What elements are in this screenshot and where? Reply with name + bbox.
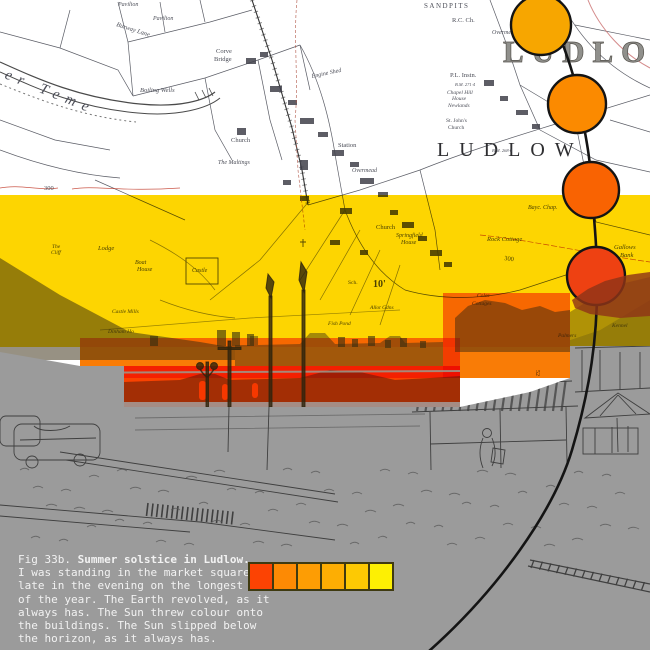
building-silhouettes [0, 258, 650, 408]
legend-swatch-2 [272, 562, 298, 591]
horizon-hill-silhouette [572, 272, 650, 318]
sun-position-3 [561, 160, 621, 220]
map-label: Newlands [447, 103, 470, 109]
caption-title: Summer solstice in Ludlow. [77, 553, 250, 566]
caption-line: of the year. The Earth revolved, as it [18, 592, 270, 606]
map-label: St. John's [446, 118, 467, 124]
caption-line: late in the evening on the longest day [18, 579, 270, 593]
caption-lines: I was standing in the market square, late… [18, 566, 270, 646]
map-label: Station [338, 142, 357, 149]
map-label: B.M. 268·0 [492, 148, 513, 153]
map-label: 300 [44, 185, 54, 192]
map-label: R.C. Ch. [452, 17, 475, 24]
legend-swatch-6 [368, 562, 394, 591]
railway [249, 0, 311, 206]
map-label: P.L. Instn. [450, 72, 477, 79]
map-label: Overmead [352, 168, 378, 174]
sun-position-1 [509, 0, 573, 57]
caption-line: I was standing in the market square, [18, 566, 257, 580]
sun-position-2 [546, 73, 608, 135]
map-label: Pavilion [117, 2, 138, 8]
caption-line: always has. The Sun threw colour onto [18, 605, 264, 619]
map-label: SANDPITS [424, 2, 469, 10]
map-title-ludlow-spaced: LUDLOW [437, 139, 584, 161]
map-label: Church [231, 137, 251, 144]
map-label: Chapel Hill [447, 90, 473, 96]
map-label: Pavilion [152, 16, 173, 22]
map-label: Bridge [214, 56, 232, 63]
caption-block: Fig 33b. Summer solstice in Ludlow. I wa… [18, 553, 270, 646]
colour-legend [248, 562, 394, 591]
map-label: B.M. 271·4 [455, 82, 476, 87]
legend-swatch-5 [344, 562, 370, 591]
caption-line-1: Fig 33b. Summer solstice in Ludlow. [18, 553, 253, 566]
caption-line: the horizon, as it always has. [18, 632, 217, 646]
caption-fig-label: Fig 33b. [18, 553, 71, 566]
legend-swatch-3 [296, 562, 322, 591]
map-label: Overmead [492, 30, 518, 36]
river-teme [0, 61, 221, 123]
map-label: House [451, 96, 467, 102]
legend-swatch-4 [320, 562, 346, 591]
map-label: The Maltings [218, 160, 250, 166]
sketch-background [0, 346, 650, 650]
legend-swatch-1 [248, 562, 274, 591]
map-label: Boiling Wells [140, 87, 175, 94]
figure-silhouettes [199, 381, 258, 400]
map-label: Corve [216, 48, 232, 55]
map-label: Church [448, 125, 464, 131]
caption-line: the buildings. The Sun slipped below [18, 619, 257, 633]
